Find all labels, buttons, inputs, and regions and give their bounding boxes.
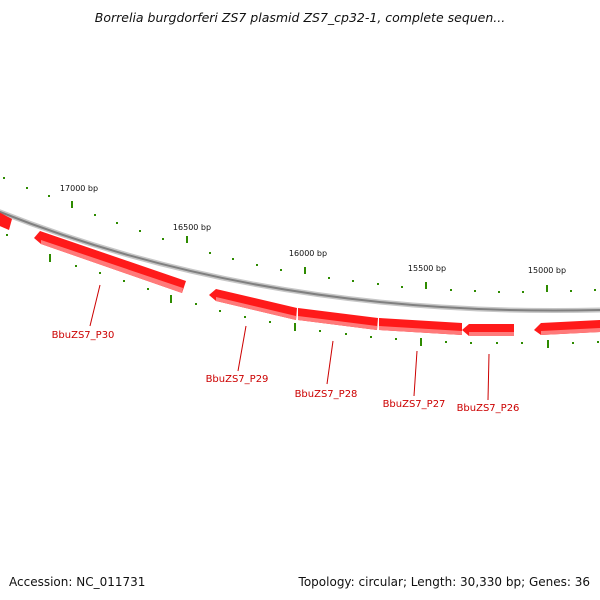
gene-arrow-highlight bbox=[541, 328, 600, 335]
scale-tick bbox=[450, 289, 452, 291]
bp-label: 15500 bp bbox=[408, 264, 446, 273]
scale-tick bbox=[123, 280, 125, 282]
gene-arrow-highlight bbox=[379, 326, 462, 335]
scale-tick-major bbox=[294, 323, 296, 331]
gene-label-bbuzs7-p26: BbuZS7_P26 bbox=[457, 403, 520, 414]
gene-label-bbuzs7-p28: BbuZS7_P28 bbox=[295, 389, 358, 400]
inner-scale-ticks bbox=[6, 234, 599, 348]
bp-label: 16000 bp bbox=[289, 249, 327, 258]
scale-tick-major bbox=[186, 236, 188, 243]
scale-tick bbox=[269, 321, 271, 323]
scale-tick bbox=[319, 330, 321, 332]
scale-tick bbox=[377, 283, 379, 285]
scale-tick bbox=[280, 269, 282, 271]
gene-arrow-highlight bbox=[298, 316, 377, 330]
gene-leader-line bbox=[89, 284, 101, 327]
scale-tick bbox=[116, 222, 118, 224]
scale-tick bbox=[162, 238, 164, 240]
scale-tick bbox=[99, 272, 101, 274]
scale-tick bbox=[395, 338, 397, 340]
scale-tick-major bbox=[71, 201, 73, 208]
scale-tick bbox=[594, 289, 596, 291]
scale-tick bbox=[496, 342, 498, 344]
scale-tick bbox=[139, 230, 141, 232]
plasmid-backbone-core bbox=[0, 210, 600, 312]
scale-tick-major bbox=[546, 285, 548, 292]
scale-tick bbox=[244, 316, 246, 318]
scale-tick-major bbox=[425, 282, 427, 289]
gene-track bbox=[0, 210, 600, 336]
gene-arrow[interactable] bbox=[0, 210, 12, 230]
scale-tick bbox=[572, 342, 574, 344]
scale-tick-major bbox=[420, 338, 422, 346]
scale-tick bbox=[48, 195, 50, 197]
scale-tick bbox=[474, 290, 476, 292]
topology-summary: Topology: circular; Length: 30,330 bp; G… bbox=[298, 575, 590, 589]
scale-tick bbox=[195, 303, 197, 305]
scale-tick bbox=[147, 288, 149, 290]
scale-tick bbox=[597, 341, 599, 343]
scale-tick-major bbox=[304, 267, 306, 274]
scale-tick bbox=[75, 265, 77, 267]
scale-tick bbox=[521, 342, 523, 344]
scale-tick bbox=[219, 310, 221, 312]
scale-tick bbox=[232, 258, 234, 260]
scale-tick bbox=[345, 333, 347, 335]
gene-leader-line bbox=[326, 340, 334, 385]
scale-tick bbox=[370, 336, 372, 338]
bp-label: 15000 bp bbox=[528, 266, 566, 275]
scale-tick bbox=[94, 214, 96, 216]
gene-leader-line bbox=[237, 325, 247, 372]
scale-tick bbox=[522, 291, 524, 293]
scale-tick bbox=[6, 234, 8, 236]
scale-tick bbox=[352, 280, 354, 282]
accession-text: Accession: NC_011731 bbox=[9, 575, 146, 589]
scale-tick bbox=[445, 341, 447, 343]
outer-scale-ticks bbox=[3, 177, 596, 293]
scale-tick bbox=[26, 187, 28, 189]
scale-tick-major bbox=[547, 340, 549, 348]
scale-tick bbox=[209, 252, 211, 254]
gene-label-bbuzs7-p27: BbuZS7_P27 bbox=[383, 399, 446, 410]
bp-label: 16500 bp bbox=[173, 223, 211, 232]
scale-tick bbox=[570, 290, 572, 292]
scale-tick bbox=[328, 277, 330, 279]
scale-tick bbox=[498, 291, 500, 293]
scale-tick bbox=[470, 342, 472, 344]
gene-arrow-highlight bbox=[41, 240, 183, 293]
gene-leader-line bbox=[487, 353, 490, 401]
scale-tick-major bbox=[170, 295, 172, 303]
scale-tick bbox=[401, 286, 403, 288]
map-title: Borrelia burgdorferi ZS7 plasmid ZS7_cp3… bbox=[94, 10, 506, 25]
gene-label-bbuzs7-p29: BbuZS7_P29 bbox=[206, 374, 269, 385]
bp-label: 17000 bp bbox=[60, 184, 98, 193]
scale-tick bbox=[3, 177, 5, 179]
gene-label-bbuzs7-p30: BbuZS7_P30 bbox=[52, 330, 115, 341]
gene-arrow-highlight bbox=[469, 332, 514, 336]
gene-leader-line bbox=[413, 350, 418, 397]
scale-tick bbox=[256, 264, 258, 266]
gene-arrow-highlight bbox=[216, 297, 296, 320]
scale-tick-major bbox=[49, 254, 51, 262]
